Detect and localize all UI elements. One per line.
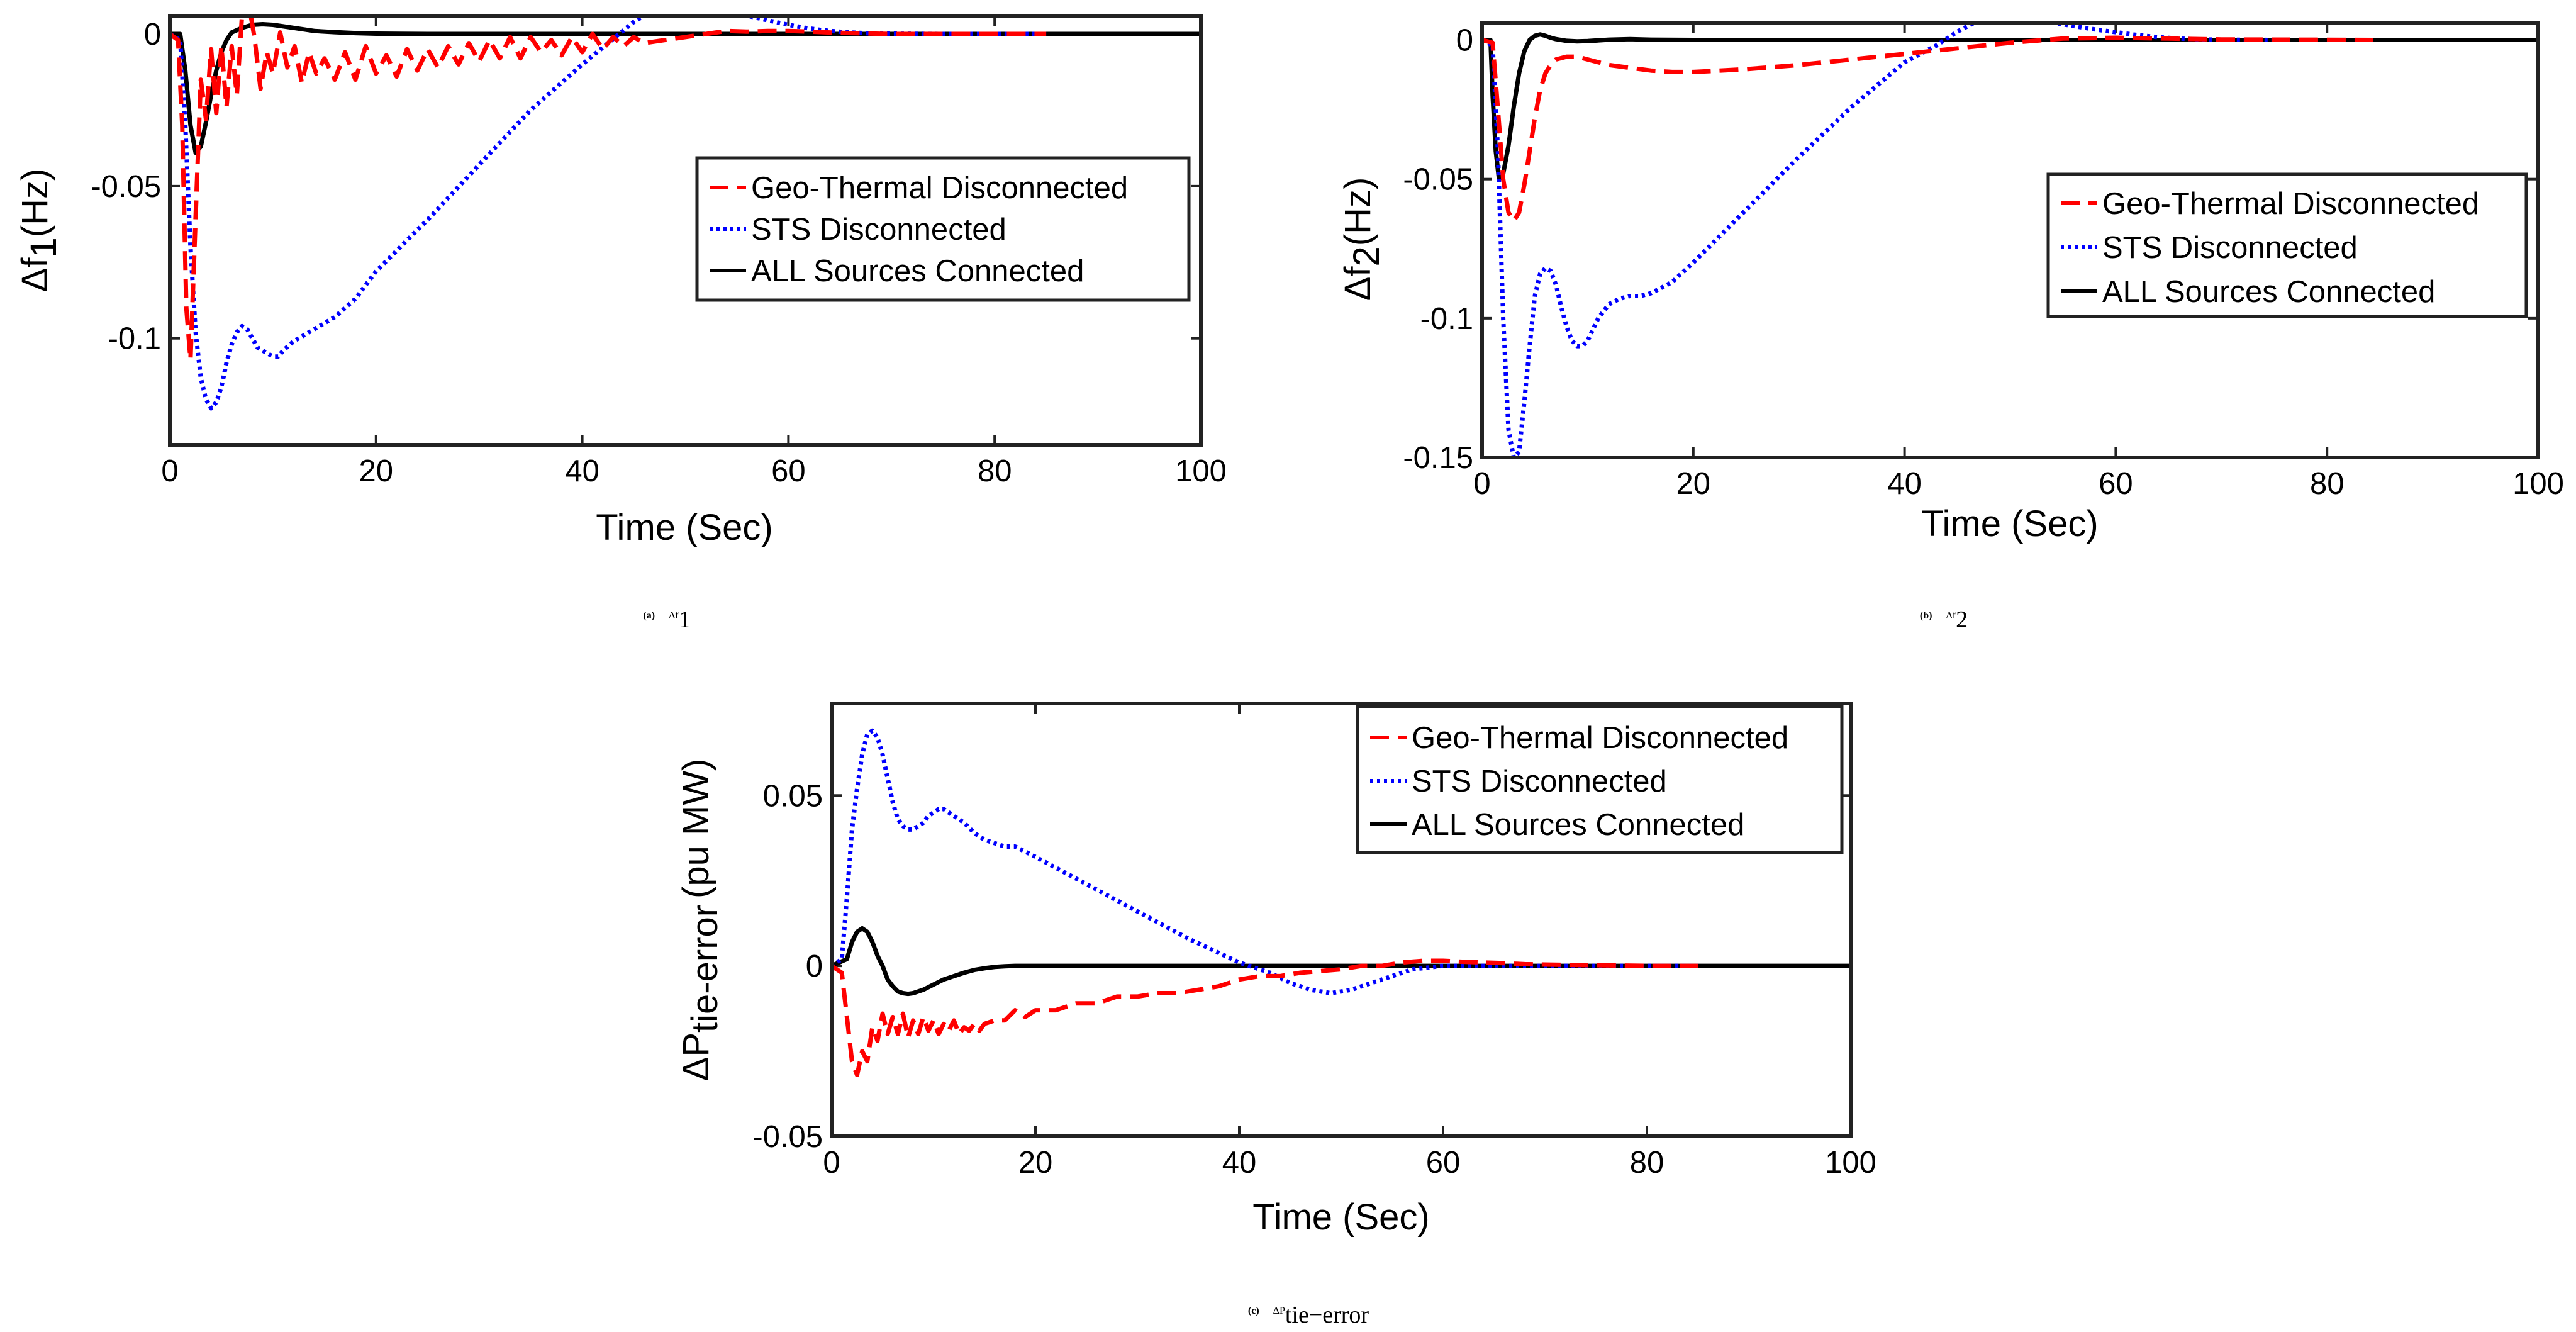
y-tick-label: -0.05 [91,170,161,204]
legend-label: Geo-Thermal Disconnected [751,171,1128,205]
series-line-sts-disconnected [172,18,1047,411]
y-tick-label: -0.15 [1403,441,1473,475]
legend-label: ALL Sources Connected [1412,808,1744,842]
y-tick-label: -0.05 [1403,163,1473,197]
x-tick-label: 100 [2512,467,2564,501]
legend: Geo-Thermal Disconnected STS Disconnecte… [2046,172,2528,318]
y-tick-label: -0.1 [108,322,161,356]
y-tick-label: -0.1 [1420,302,1473,336]
series-line-geo-thermal-disconnected [1484,35,2380,223]
legend-label: STS Disconnected [1412,764,1667,798]
x-tick-label: 80 [1630,1146,1664,1180]
legend-label: Geo-Thermal Disconnected [2102,187,2479,221]
x-axis-label: Time (Sec) [596,507,772,548]
series-line-sts-disconnected [834,728,1698,995]
x-tick-label: 0 [161,454,178,488]
x-tick-label: 0 [823,1146,840,1180]
series-line-sts-disconnected [1484,25,2275,456]
legend: Geo-Thermal Disconnected STS Disconnecte… [695,156,1191,302]
x-tick-label: 0 [1473,467,1490,501]
legend-label: STS Disconnected [2102,231,2358,265]
series-line-geo-thermal-disconnected [834,958,1698,1077]
y-axis-label: Δf2(Hz) [1337,177,1387,301]
x-tick-label: 60 [771,454,806,488]
x-tick-label: 40 [565,454,599,488]
x-tick-label: 20 [359,454,394,488]
x-tick-label: 80 [2310,467,2345,501]
x-tick-label: 80 [978,454,1012,488]
panel-a-delta-f1: 0 20 40 60 80 100 0 -0.05 -0.1 Time (Sec) Δf1(Hz… [14,14,1227,633]
series-line-all-sources-connected [834,926,1849,997]
y-tick-label: 0 [144,18,161,52]
x-tick-label: 100 [1825,1146,1876,1180]
x-tick-label: 60 [1426,1146,1461,1180]
y-axis-label: ΔPtie-error(pu MW) [676,759,725,1082]
legend-label: Geo-Thermal Disconnected [1412,721,1788,755]
legend: Geo-Thermal Disconnected STS Disconnecte… [1356,705,1844,854]
legend-label: ALL Sources Connected [751,254,1084,288]
x-axis-label: Time (Sec) [1921,503,2098,544]
y-tick-label: 0 [1456,24,1473,58]
y-tick-label: -0.05 [752,1120,823,1154]
legend-box [1356,705,1844,854]
caption: (a) Δf1 [643,607,690,633]
x-tick-label: 40 [1887,467,1922,501]
x-tick-label: 60 [2099,467,2133,501]
series-line-geo-thermal-disconnected [172,18,1047,362]
caption: (c) ΔPtie−error [1248,1302,1369,1328]
x-axis-label: Time (Sec) [1252,1197,1429,1238]
legend-box [2046,172,2528,318]
legend-label: STS Disconnected [751,213,1006,247]
caption: (b) Δf2 [1920,607,1968,633]
panel-b-delta-f2: 0 20 40 60 80 100 0 -0.05 -0.1 -0.15 Time (Sec) Δ… [1337,21,2564,633]
x-tick-label: 100 [1175,454,1227,488]
y-tick-label: 0 [806,949,823,983]
x-tick-label: 40 [1222,1146,1257,1180]
legend-label: ALL Sources Connected [2102,275,2435,309]
y-axis-label: Δf1(Hz) [14,169,64,293]
x-tick-label: 20 [1676,467,1711,501]
y-tick-label: 0.05 [763,779,823,813]
legend-box [695,156,1191,302]
x-tick-label: 20 [1018,1146,1053,1180]
